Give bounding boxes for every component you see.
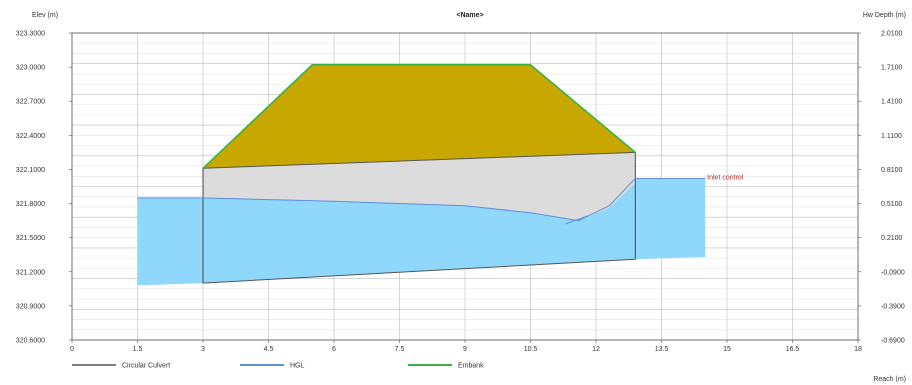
y-right-tick-label: 1.7100 bbox=[881, 65, 903, 72]
culvert-bottom-line bbox=[202, 258, 636, 284]
y-left-axis-label: Elev (m) bbox=[32, 12, 58, 19]
y-left-tick-label: 321.5000 bbox=[16, 235, 45, 242]
hgl-jump-marker bbox=[565, 215, 588, 225]
x-tick-label: 1.5 bbox=[133, 346, 143, 353]
y-left-tick-label: 320.9000 bbox=[16, 303, 45, 310]
y-right-tick-label: 0.8100 bbox=[881, 167, 903, 174]
y-right-tick-label: -0.3900 bbox=[881, 303, 905, 310]
y-right-tick-label: 1.4100 bbox=[881, 99, 903, 106]
x-tick-label: 15 bbox=[723, 346, 731, 353]
x-tick-label: 18 bbox=[854, 346, 862, 353]
x-tick-label: 16.5 bbox=[786, 346, 800, 353]
annotation-inlet-control: Inlet control bbox=[707, 175, 744, 182]
y-right-tick-label: 2.0100 bbox=[881, 31, 903, 38]
y-left-tick-label: 321.8000 bbox=[16, 201, 45, 208]
profile-fills bbox=[137, 64, 706, 286]
water-area bbox=[137, 178, 706, 286]
embankment-crest-line bbox=[202, 64, 636, 169]
y-right-tick-label: 1.1100 bbox=[881, 133, 902, 140]
legend: Circular Culvert HGL Embank bbox=[72, 363, 484, 370]
x-tick-label: 12 bbox=[592, 346, 600, 353]
x-tick-label: 10.5 bbox=[524, 346, 538, 353]
y-right-tick-label: 0.2100 bbox=[881, 235, 903, 242]
y-left-tick-label: 320.6000 bbox=[16, 338, 45, 345]
legend-label: Embank bbox=[458, 363, 484, 370]
y-right-axis-label: Hw Depth (m) bbox=[863, 12, 906, 19]
culvert-top-line bbox=[202, 151, 636, 169]
y-left-tick-label: 323.0000 bbox=[16, 65, 45, 72]
chart-title: <Name> bbox=[456, 12, 483, 19]
x-axis-label: Reach (m) bbox=[873, 376, 906, 383]
legend-label: Circular Culvert bbox=[122, 363, 170, 370]
y-left-tick-label: 323.3000 bbox=[16, 31, 45, 38]
culvert-barrel-area bbox=[203, 152, 636, 221]
x-tick-label: 13.5 bbox=[655, 346, 669, 353]
y-right-tick-label: -0.0900 bbox=[881, 269, 905, 276]
y-right-tick-label: -0.6900 bbox=[881, 338, 905, 345]
x-tick-label: 4.5 bbox=[264, 346, 274, 353]
x-tick-label: 3 bbox=[201, 346, 205, 353]
embankment-area bbox=[203, 64, 636, 169]
y-left-tick-label: 322.7000 bbox=[16, 99, 45, 106]
y-right-tick-label: 0.5100 bbox=[881, 201, 903, 208]
legend-label: HGL bbox=[290, 363, 305, 370]
y-left-tick-label: 322.4000 bbox=[16, 133, 45, 140]
y-left-tick-label: 321.2000 bbox=[16, 269, 45, 276]
x-tick-label: 9 bbox=[463, 346, 467, 353]
x-tick-label: 6 bbox=[332, 346, 336, 353]
x-tick-label: 0 bbox=[70, 346, 74, 353]
y-left-tick-label: 322.1000 bbox=[16, 167, 45, 174]
x-tick-label: 7.5 bbox=[395, 346, 405, 353]
ticks: 0 1.5 3 4.5 6 7.5 9 10.5 12 13.5 15 16.5 18 320.6000 3… bbox=[16, 31, 905, 354]
hgl-line bbox=[137, 178, 706, 222]
annotations: Inlet control bbox=[707, 175, 744, 182]
profile-lines bbox=[137, 64, 706, 284]
